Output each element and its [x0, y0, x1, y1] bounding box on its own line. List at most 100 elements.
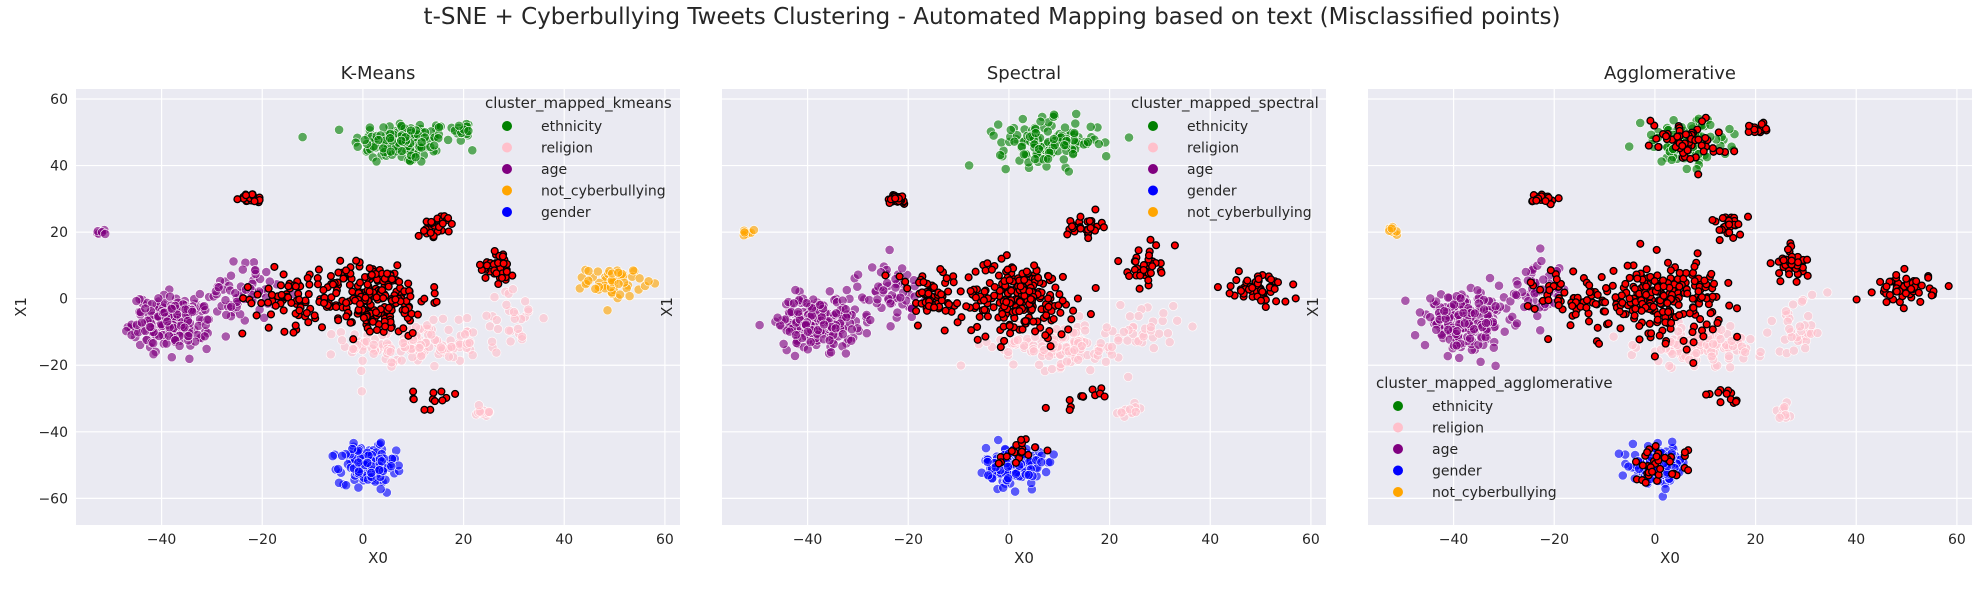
point-religion [422, 320, 432, 331]
point-age [830, 323, 841, 334]
point-ethnicity [1060, 122, 1070, 133]
point-ethnicity [396, 146, 407, 156]
point-misclassified [1661, 339, 1670, 348]
point-religion [368, 348, 379, 359]
point-misclassified [1696, 315, 1705, 324]
point-religion [1172, 315, 1183, 326]
point-misclassified [387, 275, 397, 284]
point-misclassified [971, 293, 980, 302]
point-misclassified [233, 195, 242, 204]
point-not_cyberbullying [749, 225, 759, 235]
y-axis-label: X1 [658, 297, 676, 317]
point-religion [487, 336, 497, 347]
point-age [199, 301, 210, 312]
legend: cluster_mapped_agglomerative ethnicity rel… [1376, 374, 1613, 501]
point-age [897, 263, 907, 274]
point-misclassified [1046, 342, 1055, 351]
point-misclassified [1213, 283, 1222, 292]
point-age [148, 349, 159, 360]
point-misclassified [1157, 268, 1166, 277]
point-misclassified [1689, 338, 1698, 347]
point-misclassified [355, 278, 365, 287]
point-misclassified [264, 284, 273, 293]
point-gender [337, 450, 347, 461]
point-misclassified [1646, 116, 1655, 125]
point-misclassified [944, 287, 953, 296]
point-misclassified [399, 324, 408, 333]
point-misclassified [1065, 405, 1074, 415]
point-religion [1725, 362, 1736, 373]
point-not_cyberbullying [590, 283, 601, 294]
x-tick-label: 40 [1847, 532, 1865, 548]
point-misclassified [1568, 301, 1577, 310]
point-misclassified [1017, 447, 1026, 456]
point-religion [1019, 340, 1029, 351]
point-age [1511, 289, 1521, 300]
point-misclassified [1693, 249, 1702, 258]
point-misclassified [303, 273, 312, 283]
point-misclassified [1697, 117, 1707, 126]
point-religion [1101, 356, 1111, 367]
point-misclassified [1544, 296, 1553, 305]
point-misclassified [1743, 212, 1753, 221]
point-misclassified [1697, 293, 1706, 302]
legend-marker-ethnicity [1148, 121, 1158, 131]
point-misclassified [295, 306, 304, 315]
point-misclassified [1593, 323, 1602, 332]
point-misclassified [1243, 276, 1252, 285]
point-misclassified [1678, 141, 1687, 150]
point-misclassified [270, 262, 279, 271]
point-religion [1028, 346, 1039, 357]
point-misclassified [317, 323, 327, 332]
legend-label: age [1187, 162, 1213, 178]
point-misclassified [1091, 205, 1100, 214]
point-misclassified [1682, 345, 1691, 354]
point-age [1490, 360, 1501, 371]
point-misclassified [313, 280, 323, 289]
point-ethnicity [1030, 154, 1040, 164]
point-misclassified [497, 273, 507, 282]
legend-marker-age [1393, 444, 1403, 454]
point-age [187, 306, 198, 317]
point-misclassified [1026, 295, 1035, 304]
point-gender [341, 480, 351, 491]
point-misclassified [349, 335, 358, 344]
point-misclassified [498, 252, 507, 261]
point-gender [375, 484, 386, 494]
point-religion [1627, 340, 1638, 350]
point-misclassified [365, 327, 374, 336]
point-misclassified [1125, 271, 1134, 281]
point-religion [1803, 311, 1814, 321]
point-religion [1130, 406, 1141, 417]
point-misclassified [1545, 286, 1554, 295]
point-ethnicity [1705, 120, 1716, 130]
point-gender [353, 482, 364, 493]
point-misclassified [1729, 233, 1738, 242]
point-misclassified [319, 299, 329, 308]
point-ethnicity [463, 125, 474, 136]
point-misclassified [987, 265, 996, 274]
point-ethnicity [1034, 144, 1044, 154]
point-misclassified [956, 287, 965, 296]
point-misclassified [1663, 258, 1673, 267]
point-age [140, 303, 151, 314]
point-misclassified [401, 305, 410, 314]
point-misclassified [1673, 132, 1682, 141]
point-age [1454, 352, 1465, 363]
point-misclassified [1044, 272, 1053, 281]
point-age [131, 296, 142, 306]
point-misclassified [1867, 288, 1876, 297]
point-misclassified [427, 217, 436, 226]
point-misclassified [1631, 457, 1641, 466]
point-misclassified [1523, 301, 1532, 311]
point-misclassified [1892, 287, 1901, 296]
point-misclassified [1688, 328, 1697, 337]
point-age [801, 298, 812, 308]
point-age [791, 330, 801, 340]
point-misclassified [393, 261, 402, 270]
point-age [184, 353, 195, 364]
point-age [867, 262, 878, 273]
point-misclassified [395, 277, 404, 286]
point-ethnicity [352, 141, 363, 152]
point-religion [1800, 343, 1811, 354]
